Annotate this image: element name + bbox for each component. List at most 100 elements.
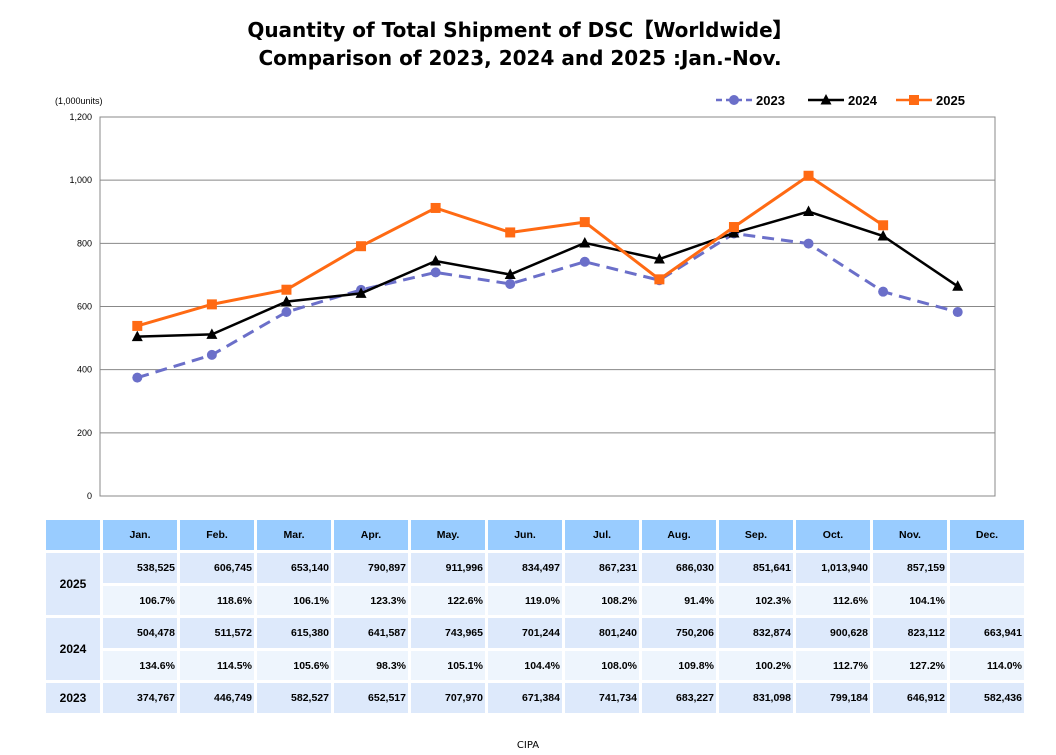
units-cell: 511,572	[180, 618, 254, 648]
ratio-cell: 114.5%	[180, 651, 254, 680]
data-point	[206, 328, 218, 339]
data-point	[206, 349, 217, 360]
data-point	[820, 94, 832, 105]
ratio-cell: 112.6%	[796, 586, 870, 615]
data-point	[728, 222, 739, 233]
units-cell: 701,244	[488, 618, 562, 648]
series-line	[136, 231, 959, 380]
units-cell: 743,965	[411, 618, 485, 648]
units-cell: 606,745	[180, 553, 254, 583]
data-point	[281, 284, 292, 295]
ratio-cell: 112.7%	[796, 651, 870, 680]
data-point	[952, 307, 963, 318]
ratio-cell	[950, 586, 1024, 615]
units-cell: 653,140	[257, 553, 331, 583]
ratio-cell: 102.3%	[719, 586, 793, 615]
units-cell	[950, 553, 1024, 583]
ratio-cell: 105.1%	[411, 651, 485, 680]
data-point	[505, 227, 516, 238]
data-point	[131, 330, 143, 342]
legend-label: 2024	[848, 93, 878, 108]
data-point	[909, 95, 919, 105]
data-point	[504, 268, 516, 280]
legend-label: 2023	[756, 93, 785, 108]
units-cell: 671,384	[488, 683, 562, 713]
footer-source: CIPA	[516, 740, 540, 751]
table-row: 2023 374,767 446,749 582,527 652,517 707,970 6…	[46, 683, 1024, 713]
column-header: May.	[411, 520, 485, 550]
units-cell: 750,206	[642, 618, 716, 648]
units-cell: 707,970	[411, 683, 485, 713]
table-row: 2024 504,478 511,572 615,380 641,587 743,965 7…	[46, 618, 1024, 680]
units-cell: 683,227	[642, 683, 716, 713]
units-cell: 834,497	[488, 553, 562, 583]
row-year: 2025	[46, 553, 100, 615]
column-header: Mar.	[257, 520, 331, 550]
ratio-cell: 134.6%	[103, 651, 177, 680]
data-point	[952, 280, 964, 291]
data-point	[803, 205, 815, 217]
table-row: 134.6% 114.5% 105.6% 98.3% 105.1% 104.4% 108.0…	[46, 651, 1024, 680]
units-cell: 582,436	[950, 683, 1024, 713]
units-cell: 641,587	[334, 618, 408, 648]
column-header: Sep.	[719, 520, 793, 550]
column-header: Jun.	[488, 520, 562, 550]
table-row: 2025 538,525 606,745 653,140 790,897 911,996 8…	[46, 553, 1024, 615]
units-cell: 538,525	[103, 553, 177, 583]
ratio-cell: 119.0%	[488, 586, 562, 615]
ratio-cell: 104.1%	[873, 586, 947, 615]
data-point	[132, 320, 143, 331]
units-cell: 801,240	[565, 618, 639, 648]
line-chart: 0 200 400 600 800 1,000 1,200 (1,000units) 2023 2…	[55, 93, 996, 501]
ratio-cell: 123.3%	[334, 586, 408, 615]
ratio-cell: 118.6%	[180, 586, 254, 615]
series-line	[137, 210, 959, 338]
y-tick-label: 1,200	[69, 112, 92, 122]
legend-item-2025: 2025	[896, 93, 965, 108]
units-cell: 663,941	[950, 618, 1024, 648]
ratio-cell: 109.8%	[642, 651, 716, 680]
units-cell: 652,517	[334, 683, 408, 713]
series-line	[136, 173, 884, 328]
chart-title-line2: Comparison of 2023, 2024 and 2025 :Jan.-…	[258, 46, 782, 70]
units-cell: 504,478	[103, 618, 177, 648]
units-cell: 857,159	[873, 553, 947, 583]
units-cell: 790,897	[334, 553, 408, 583]
units-cell: 615,380	[257, 618, 331, 648]
column-header: Feb.	[180, 520, 254, 550]
ratio-cell: 106.1%	[257, 586, 331, 615]
row-year: 2023	[46, 683, 100, 713]
series-2023	[132, 228, 963, 383]
ratio-cell: 105.6%	[257, 651, 331, 680]
data-point	[653, 253, 665, 264]
data-point	[729, 95, 739, 105]
data-point	[430, 267, 441, 278]
data-point	[356, 241, 367, 252]
y-tick-label: 200	[77, 428, 92, 438]
units-cell: 686,030	[642, 553, 716, 583]
row-year: 2024	[46, 618, 100, 680]
data-point	[280, 295, 292, 307]
ratio-cell: 127.2%	[873, 651, 947, 680]
y-tick-label: 800	[77, 238, 92, 248]
units-cell: 741,734	[565, 683, 639, 713]
y-tick-label: 600	[77, 302, 92, 312]
units-cell: 1,013,940	[796, 553, 870, 583]
units-cell: 851,641	[719, 553, 793, 583]
ratio-cell: 114.0%	[950, 651, 1024, 680]
ratio-cell: 106.7%	[103, 586, 177, 615]
column-header: Aug.	[642, 520, 716, 550]
data-point	[579, 236, 591, 248]
y-tick-label: 1,000	[69, 175, 92, 185]
series-2025	[132, 170, 889, 331]
y-tick-label: 400	[77, 365, 92, 375]
legend-label: 2025	[936, 93, 965, 108]
legend-item-2024: 2024	[808, 93, 878, 108]
data-point	[728, 226, 740, 238]
data-point	[579, 217, 590, 228]
column-header: Jul.	[565, 520, 639, 550]
data-point	[430, 202, 441, 213]
data-point	[430, 255, 442, 266]
data-point	[877, 230, 889, 241]
data-point	[654, 274, 665, 285]
